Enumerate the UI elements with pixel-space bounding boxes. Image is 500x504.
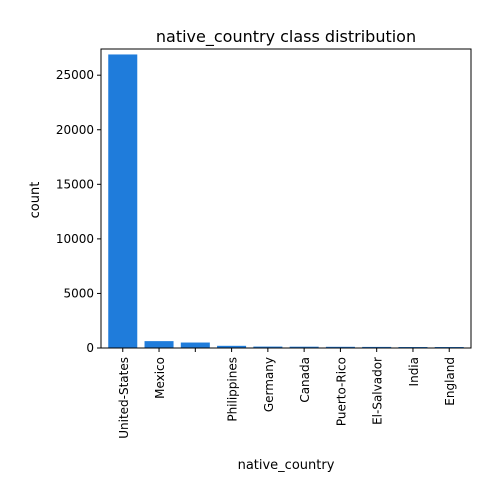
x-tick-label: Mexico xyxy=(153,357,167,399)
x-axis-label: native_country xyxy=(238,458,335,473)
x-tick-label: Canada xyxy=(298,357,312,403)
y-tick-label: 15000 xyxy=(56,177,94,191)
plot-frame xyxy=(100,48,472,349)
x-tick-label: Puerto-Rico xyxy=(334,357,348,426)
x-tick-label: United-States xyxy=(117,357,131,439)
bar-philippines xyxy=(217,345,247,348)
y-tick-label: 20000 xyxy=(56,123,94,137)
y-tick-label: 10000 xyxy=(56,232,94,246)
bar-germany xyxy=(253,346,283,348)
x-tick-label: India xyxy=(407,357,421,386)
bar-el-salvador xyxy=(362,346,392,348)
y-axis-label: count xyxy=(28,182,43,219)
bar-united-states xyxy=(108,54,138,349)
bars-group xyxy=(108,54,464,349)
x-tick-label: England xyxy=(443,357,457,406)
y-tick-label: 0 xyxy=(86,341,94,355)
bar-puerto-rico xyxy=(325,346,355,348)
x-tick-label: Germany xyxy=(262,357,276,412)
chart-title: native_country class distribution xyxy=(156,27,416,47)
x-tick-label: El-Salvador xyxy=(371,357,385,425)
bar-canada xyxy=(289,346,319,348)
y-tick-label: 25000 xyxy=(56,68,94,82)
y-ticks-group: 0 5000 10000 15000 20000 25000 xyxy=(56,68,101,355)
x-tick-label: Philippines xyxy=(226,357,240,422)
bar-blank xyxy=(180,342,210,348)
x-ticks-group: United-States Mexico Philippines Germany Can… xyxy=(117,348,457,439)
bar-mexico xyxy=(144,341,174,348)
y-tick-label: 5000 xyxy=(63,286,94,300)
